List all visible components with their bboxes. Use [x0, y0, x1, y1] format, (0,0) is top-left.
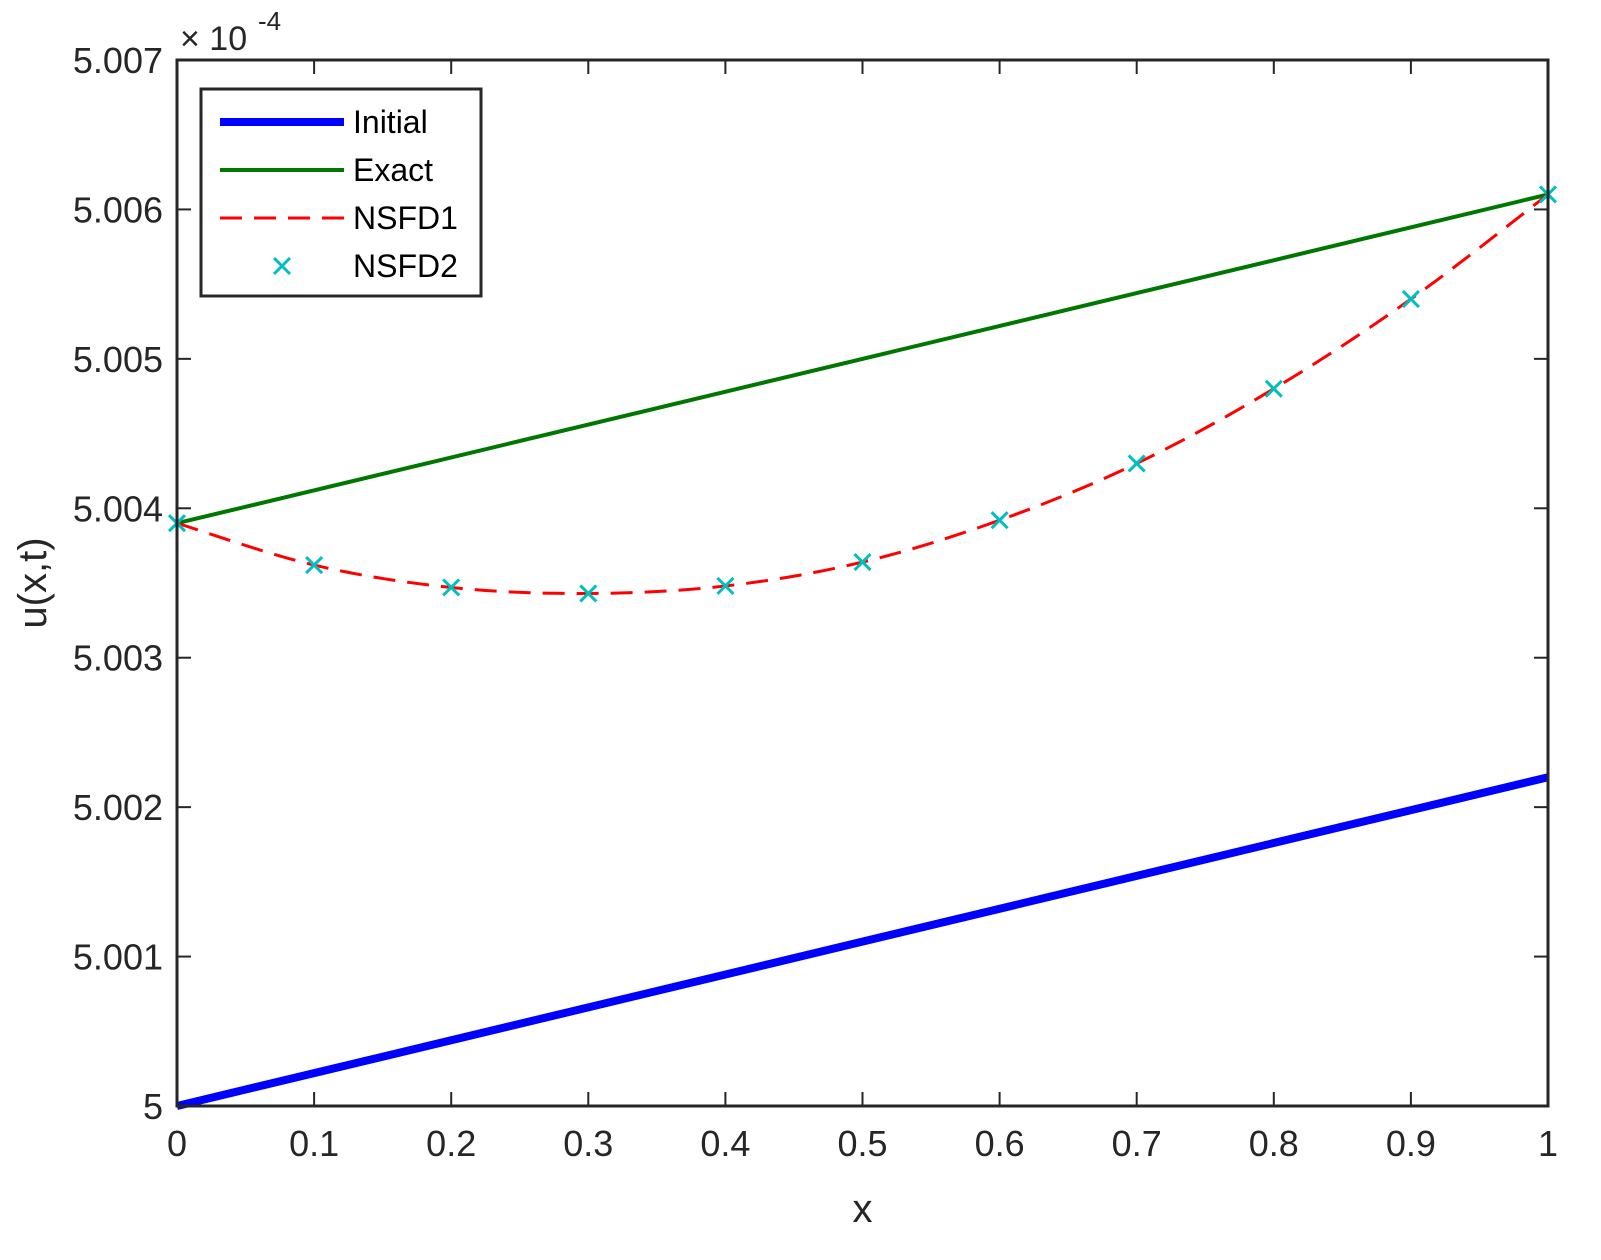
legend: Initial Exact NSFD1 NSFD2 — [199, 87, 483, 298]
y-tick-label: 5.004 — [73, 488, 163, 529]
x-tick-label: 0.9 — [1386, 1123, 1436, 1164]
y-axis-label: u(x,t) — [11, 537, 55, 628]
legend-nsfd2-marker-stroke — [272, 256, 292, 276]
y-tick-label: 5.003 — [73, 638, 163, 679]
series-nsfd2-point-stroke — [305, 556, 324, 575]
x-tick-label: 0.5 — [837, 1123, 887, 1164]
legend-exact-label: Exact — [353, 152, 433, 188]
series-nsfd2-point — [990, 511, 1009, 530]
y-tick-label: 5.006 — [73, 189, 163, 230]
series-nsfd2-point — [853, 553, 872, 572]
y-tick-label: 5.002 — [73, 787, 163, 828]
series-nsfd2-point — [305, 556, 324, 575]
series-nsfd2-point — [1401, 290, 1420, 309]
series-nsfd2-point-stroke — [579, 584, 598, 603]
y-tick-label: 5.007 — [73, 40, 163, 81]
series-nsfd2-point-stroke — [442, 578, 461, 597]
axis-ticks: 0 0.1 0.2 0.3 0.4 0.5 0.6 0.7 0.8 0.9 1 5 5.001 5.002… — [73, 40, 1558, 1164]
plot-marks — [167, 185, 1558, 1110]
series-exact-line — [176, 192, 1549, 526]
series-nsfd2-point — [1127, 454, 1146, 473]
x-tick-label: 0.2 — [426, 1123, 476, 1164]
series-nsfd2-point — [442, 578, 461, 597]
series-nsfd1-line — [176, 193, 1549, 595]
legend-nsfd2-marker — [272, 256, 292, 276]
legend-nsfd1-label: NSFD1 — [353, 200, 458, 236]
series-nsfd2-point-stroke — [990, 511, 1009, 530]
series-nsfd2-point — [1264, 379, 1283, 398]
legend-nsfd2-label: NSFD2 — [353, 248, 458, 284]
legend-initial-label: Initial — [353, 104, 428, 140]
x-tick-label: 0.1 — [289, 1123, 339, 1164]
y-tick-label: 5.005 — [73, 339, 163, 380]
series-initial-line — [176, 773, 1549, 1110]
y-tick-label: 5 — [143, 1086, 163, 1127]
x-tick-label: 1 — [1538, 1123, 1558, 1164]
series-nsfd2-point-stroke — [1401, 290, 1420, 309]
x-tick-label: 0.7 — [1112, 1123, 1162, 1164]
x-axis-label: x — [853, 1187, 873, 1231]
series-nsfd2-point — [579, 584, 598, 603]
y-multiplier-label: × 10 — [180, 20, 247, 58]
x-tick-label: 0.4 — [700, 1123, 750, 1164]
series-nsfd2-point-stroke — [1127, 454, 1146, 473]
series-nsfd2-point-stroke — [853, 553, 872, 572]
series-nsfd2-point — [716, 576, 735, 596]
series-nsfd2-point-stroke — [1264, 379, 1283, 398]
y-multiplier-exponent: -4 — [258, 6, 281, 36]
series-nsfd2-point-stroke — [716, 576, 735, 596]
x-tick-label: 0.6 — [975, 1123, 1025, 1164]
x-tick-label: 0 — [167, 1123, 187, 1164]
x-tick-label: 0.3 — [563, 1123, 613, 1164]
y-tick-label: 5.001 — [73, 937, 163, 978]
x-tick-label: 0.8 — [1249, 1123, 1299, 1164]
